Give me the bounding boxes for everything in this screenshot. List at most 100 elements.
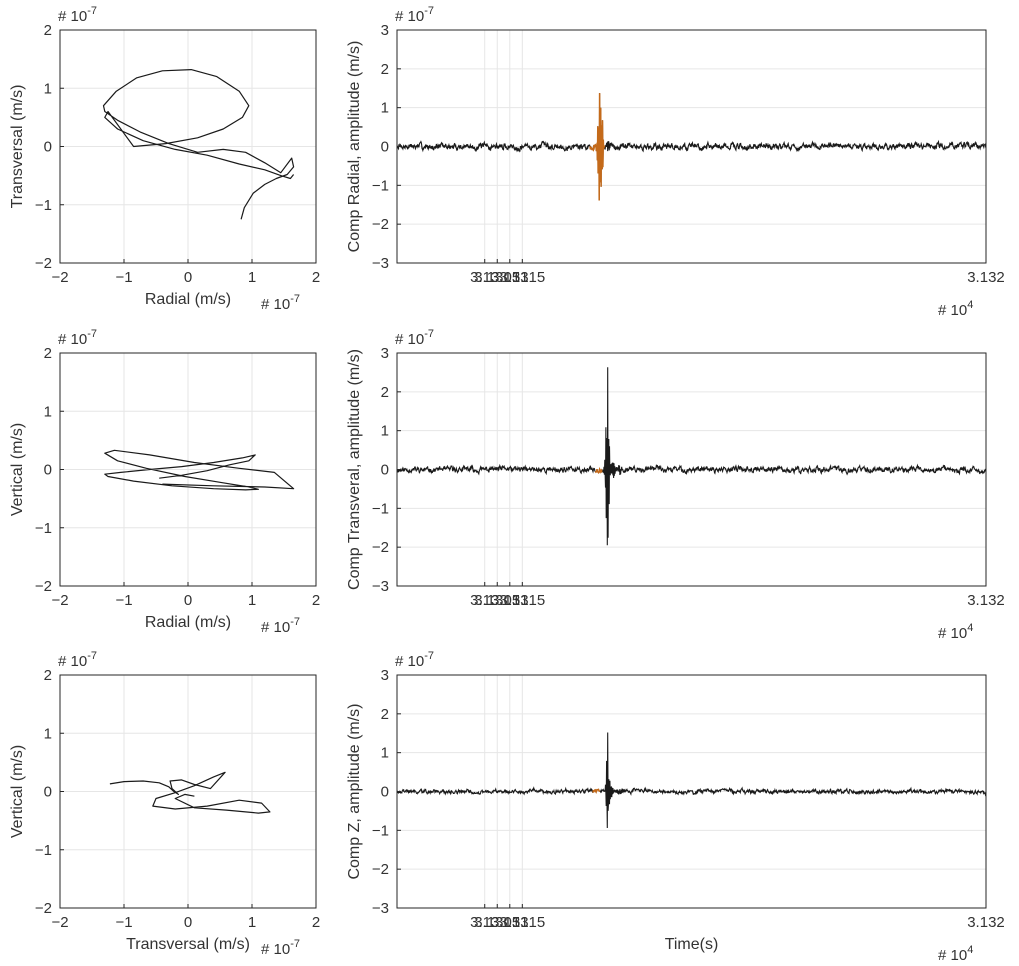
y-tick-label: −1 — [372, 177, 389, 194]
hodo2-panel: −2 −1 0 1 2 −2 −1 0 1 2 Radial (m/s) Vertical (m/s)… — [9, 328, 320, 636]
hodogram-curve — [102, 69, 295, 220]
y-tick-label: −2 — [372, 861, 389, 878]
y-tick-label: −1 — [372, 822, 389, 839]
y-tick-label: −2 — [35, 578, 52, 595]
y-tick-label: −2 — [372, 539, 389, 556]
y-exponent-label: # 10-7 — [58, 650, 97, 670]
x-tick-label: 3.132 — [967, 914, 1005, 931]
x-tick-label: 0 — [184, 914, 192, 931]
y-tick-label: 0 — [381, 139, 389, 156]
highlighted-window — [594, 466, 603, 475]
y-exponent-label: # 10-7 — [58, 5, 97, 25]
y-tick-label: 0 — [381, 462, 389, 479]
hodo1-panel: −2 −1 0 1 2 −2 −1 0 1 2 Radial (m/s) Transversal (m… — [9, 5, 320, 313]
x-exponent-label: # 104 — [938, 622, 973, 642]
x-tick-label: −2 — [51, 914, 68, 931]
y-tick-label: −3 — [372, 578, 389, 595]
hodogram-curve — [104, 449, 295, 491]
y-tick-label: 3 — [381, 345, 389, 362]
y-tick-label: 2 — [44, 667, 52, 684]
y-tick-label: 2 — [381, 61, 389, 78]
x-tick-label: 1 — [248, 592, 256, 609]
y-axis-label: Vertical (m/s) — [9, 745, 26, 838]
x-tick-label: 3.1315 — [499, 592, 545, 609]
y-axis-label: Vertical (m/s) — [9, 423, 26, 516]
waveform-trace — [396, 367, 987, 546]
x-tick-label: 3.131 — [491, 914, 529, 931]
y-tick-label: 1 — [44, 725, 52, 742]
x-tick-label: 3.1305 — [474, 269, 520, 286]
y-tick-label: −3 — [372, 255, 389, 272]
y-tick-label: 0 — [44, 139, 52, 156]
x-exponent-label: # 10-7 — [261, 293, 300, 313]
x-tick-label: 3.13 — [470, 269, 499, 286]
y-tick-label: −2 — [372, 216, 389, 233]
y-tick-label: 1 — [44, 403, 52, 420]
highlighted-window — [589, 93, 606, 201]
y-exponent-label: # 10-7 — [395, 5, 434, 25]
y-tick-label: 2 — [381, 706, 389, 723]
x-tick-label: 0 — [184, 592, 192, 609]
highlighted-window — [592, 788, 600, 795]
x-tick-label: −1 — [115, 269, 132, 286]
waveform-trace — [396, 93, 987, 201]
x-axis-label: Radial (m/s) — [145, 291, 231, 308]
y-tick-label: 0 — [44, 462, 52, 479]
y-exponent-label: # 10-7 — [395, 328, 434, 348]
y-tick-label: −1 — [35, 197, 52, 214]
x-exponent-label: # 104 — [938, 944, 973, 964]
x-axis-label: Time(s) — [665, 936, 719, 953]
y-tick-label: 1 — [381, 745, 389, 762]
x-axis-label: Radial (m/s) — [145, 614, 231, 631]
x-tick-label: 3.13 — [470, 592, 499, 609]
x-tick-label: 3.1315 — [499, 914, 545, 931]
x-tick-label: 3.131 — [491, 269, 529, 286]
y-tick-label: −2 — [35, 255, 52, 272]
x-axis-label: Transversal (m/s) — [126, 936, 250, 953]
y-axis-label: Comp Z, amplitude (m/s) — [346, 703, 363, 879]
y-tick-label: 0 — [381, 784, 389, 801]
y-tick-label: −1 — [35, 520, 52, 537]
x-tick-label: 3.13 — [470, 914, 499, 931]
hodogram-curve — [109, 771, 271, 814]
y-exponent-label: # 10-7 — [395, 650, 434, 670]
y-tick-label: −2 — [35, 900, 52, 917]
x-tick-label: 2 — [312, 269, 320, 286]
x-tick-label: −1 — [115, 914, 132, 931]
y-axis-label: Transversal (m/s) — [9, 85, 26, 209]
x-exponent-label: # 104 — [938, 299, 973, 319]
y-tick-label: 1 — [381, 423, 389, 440]
y-tick-label: 2 — [44, 22, 52, 39]
y-tick-label: 2 — [381, 384, 389, 401]
x-tick-label: 0 — [184, 269, 192, 286]
y-tick-label: −1 — [372, 500, 389, 517]
y-tick-label: 3 — [381, 22, 389, 39]
x-exponent-label: # 10-7 — [261, 616, 300, 636]
y-tick-label: 1 — [44, 80, 52, 97]
y-axis-label: Comp Radial, amplitude (m/s) — [346, 41, 363, 253]
x-tick-label: 2 — [312, 914, 320, 931]
x-tick-label: 2 — [312, 592, 320, 609]
y-tick-label: 3 — [381, 667, 389, 684]
x-tick-label: −2 — [51, 269, 68, 286]
x-tick-label: 3.1315 — [499, 269, 545, 286]
x-tick-label: 1 — [248, 914, 256, 931]
x-tick-label: −2 — [51, 592, 68, 609]
x-tick-label: 3.132 — [967, 592, 1005, 609]
x-tick-label: 3.131 — [491, 592, 529, 609]
y-tick-label: −3 — [372, 900, 389, 917]
x-tick-label: 3.132 — [967, 269, 1005, 286]
x-tick-label: −1 — [115, 592, 132, 609]
y-tick-label: −1 — [35, 842, 52, 859]
waveform-trace — [396, 732, 987, 829]
x-tick-label: 3.1305 — [474, 592, 520, 609]
y-tick-label: 0 — [44, 784, 52, 801]
y-tick-label: 1 — [381, 100, 389, 117]
x-exponent-label: # 10-7 — [261, 938, 300, 958]
hodo3-panel: −2 −1 0 1 2 −2 −1 0 1 2 Transversal (m/s) Vertical … — [9, 650, 320, 958]
y-exponent-label: # 10-7 — [58, 328, 97, 348]
